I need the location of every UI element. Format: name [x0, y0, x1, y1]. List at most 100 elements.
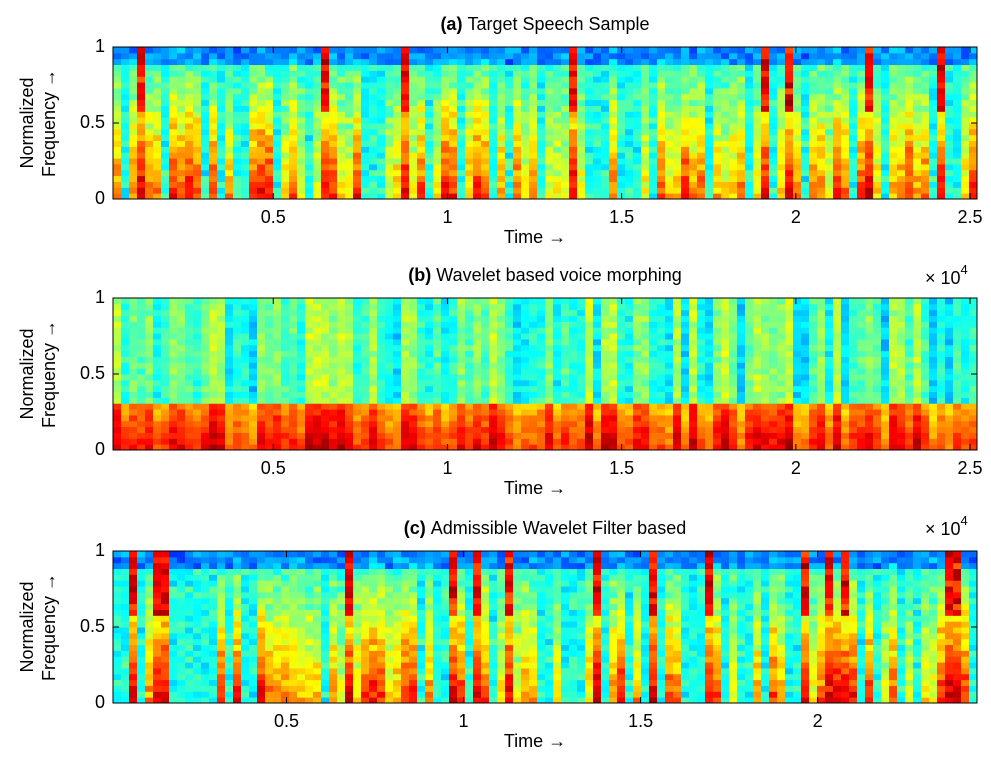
spectrogram-cell: [313, 76, 322, 82]
spectrogram-cell: [489, 386, 498, 392]
spectrogram-cell: [865, 164, 874, 170]
spectrogram-cell: [761, 146, 770, 152]
spectrogram-cell: [249, 438, 258, 444]
spectrogram-cell: [457, 123, 466, 129]
spectrogram-cell: [409, 82, 418, 88]
spectrogram-cell: [641, 321, 650, 327]
spectrogram-cell: [617, 356, 626, 362]
spectrogram-cell: [329, 105, 338, 111]
spectrogram-cell: [257, 409, 266, 415]
spectrogram-cell: [817, 187, 826, 193]
spectrogram-cell: [345, 327, 354, 333]
spectrogram-cell: [825, 105, 834, 111]
spectrogram-cell: [297, 105, 306, 111]
spectrogram-cell: [729, 94, 738, 100]
spectrogram-cell: [969, 135, 978, 141]
spectrogram-cell: [113, 432, 122, 438]
spectrogram-cell: [201, 368, 210, 374]
spectrogram-cell: [521, 105, 530, 111]
spectrogram-cell: [705, 415, 714, 421]
spectrogram-cell: [345, 345, 354, 351]
spectrogram-cell: [129, 380, 138, 386]
spectrogram-cell: [609, 438, 618, 444]
spectrogram-cell: [193, 88, 202, 94]
spectrogram-cell: [225, 327, 234, 333]
spectrogram-cell: [601, 386, 610, 392]
spectrogram-cell: [769, 345, 778, 351]
spectrogram-cell: [697, 181, 706, 187]
spectrogram-cell: [889, 59, 898, 65]
spectrogram-cell: [657, 356, 666, 362]
spectrogram-cell: [153, 82, 162, 88]
spectrogram-cell: [809, 152, 818, 158]
spectrogram-cell: [209, 82, 218, 88]
spectrogram-cell: [217, 333, 226, 339]
spectrogram-cell: [577, 421, 586, 427]
spectrogram-cell: [241, 117, 250, 123]
spectrogram-cell: [561, 403, 570, 409]
spectrogram-cell: [489, 356, 498, 362]
spectrogram-cell: [681, 176, 690, 182]
spectrogram-cell: [785, 82, 794, 88]
spectrogram-cell: [729, 421, 738, 427]
spectrogram-cell: [913, 170, 922, 176]
spectrogram-cell: [385, 129, 394, 135]
spectrogram-cell: [321, 164, 330, 170]
spectrogram-cell: [385, 164, 394, 170]
spectrogram-cell: [449, 170, 458, 176]
spectrogram-cell: [785, 164, 794, 170]
spectrogram-cell: [145, 304, 154, 310]
spectrogram-cell: [113, 100, 122, 106]
spectrogram-cell: [385, 47, 394, 53]
spectrogram-cell: [641, 141, 650, 147]
spectrogram-cell: [129, 70, 138, 76]
spectrogram-cell: [489, 158, 498, 164]
spectrogram-cell: [289, 392, 298, 398]
spectrogram-cell: [553, 310, 562, 316]
spectrogram-cell: [537, 47, 546, 53]
spectrogram-cell: [249, 333, 258, 339]
spectrogram-cell: [297, 333, 306, 339]
spectrogram-cell: [401, 187, 410, 193]
spectrogram-cell: [305, 374, 314, 380]
spectrogram-cell: [745, 397, 754, 403]
spectrogram-cell: [569, 176, 578, 182]
spectrogram-cell: [577, 392, 586, 398]
spectrogram-cell: [713, 327, 722, 333]
spectrogram-cell: [225, 397, 234, 403]
spectrogram-cell: [337, 170, 346, 176]
spectrogram-cell: [521, 304, 530, 310]
spectrogram-cell: [537, 141, 546, 147]
spectrogram-cell: [817, 100, 826, 106]
spectrogram-cell: [785, 152, 794, 158]
spectrogram-cell: [425, 327, 434, 333]
spectrogram-cell: [441, 298, 450, 304]
spectrogram-cell: [777, 70, 786, 76]
spectrogram-cell: [673, 146, 682, 152]
spectrogram-cell: [145, 415, 154, 421]
spectrogram-cell: [865, 181, 874, 187]
spectrogram-cell: [449, 76, 458, 82]
spectrogram-cell: [409, 170, 418, 176]
spectrogram-cell: [249, 351, 258, 357]
spectrogram-cell: [377, 351, 386, 357]
spectrogram-cell: [817, 146, 826, 152]
spectrogram-cell: [417, 76, 426, 82]
spectrogram-cell: [153, 111, 162, 117]
spectrogram-cell: [601, 100, 610, 106]
spectrogram-cell: [321, 345, 330, 351]
spectrogram-cell: [633, 427, 642, 433]
spectrogram-cell: [401, 392, 410, 398]
spectrogram-cell: [689, 351, 698, 357]
spectrogram-cell: [241, 438, 250, 444]
spectrogram-cell: [713, 397, 722, 403]
spectrogram-cell: [913, 105, 922, 111]
spectrogram-cell: [241, 392, 250, 398]
spectrogram-cell: [881, 164, 890, 170]
spectrogram-cell: [265, 374, 274, 380]
spectrogram-cell: [753, 397, 762, 403]
spectrogram-cell: [449, 351, 458, 357]
spectrogram-cell: [449, 380, 458, 386]
spectrogram-cell: [617, 76, 626, 82]
spectrogram-cell: [849, 135, 858, 141]
